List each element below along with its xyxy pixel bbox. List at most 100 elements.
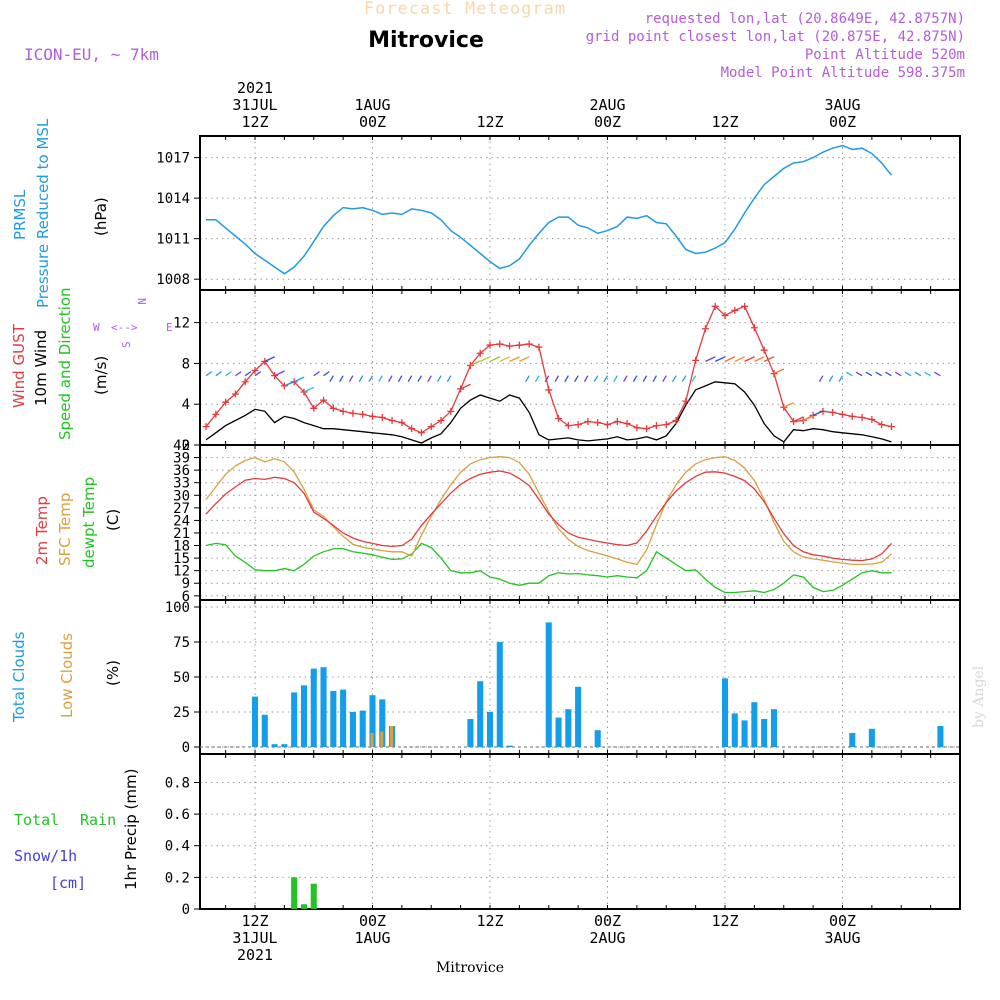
total-clouds-bar (349, 712, 356, 747)
y-tick-label: 30 (173, 488, 190, 504)
gust-point-marker (584, 418, 592, 426)
gust-point-marker (339, 407, 347, 415)
y-tick-label: 0 (182, 902, 190, 918)
top-time-label: 2AUG (589, 96, 625, 114)
gust-point-marker (829, 408, 837, 416)
wind-direction-arrow (215, 371, 222, 377)
gust-point-marker (476, 349, 484, 357)
total-clouds-bar (369, 695, 376, 747)
wind-direction-arrow (934, 371, 941, 377)
credit-watermark: by Angel (971, 665, 987, 728)
y-tick-label: 6 (182, 589, 190, 605)
y-tick-label: 25 (173, 705, 190, 721)
top-time-label: 31JUL (232, 96, 277, 114)
gust-point-marker (858, 413, 866, 421)
total-clouds-bar (281, 744, 288, 747)
wind-direction-arrow (812, 410, 824, 417)
wind-direction-arrow (274, 370, 285, 377)
low-clouds-bar (380, 731, 384, 747)
y-tick-label: 15 (173, 551, 190, 567)
total-clouds-bar (594, 730, 601, 747)
gust-point-marker (222, 398, 230, 406)
gust-point-marker (692, 356, 700, 364)
series-line-sfc-temp (205, 456, 892, 566)
gust-point-marker (594, 419, 602, 427)
gust-point-marker (868, 416, 876, 424)
gust-point-marker (535, 343, 543, 351)
rain-bar (291, 877, 298, 909)
gust-point-marker (672, 417, 680, 425)
y-tick-label: 50 (173, 670, 190, 686)
panel-4: 0 0.2 0.4 0.6 0.8 (165, 753, 961, 918)
gust-point-marker (388, 417, 396, 425)
total-clouds-bar (340, 689, 347, 747)
wind-direction-arrow (875, 371, 882, 377)
bottom-time-label: 00Z (594, 912, 621, 930)
wind-direction-arrow (254, 371, 262, 377)
y-tick-label: 24 (173, 513, 190, 529)
gust-point-marker (770, 370, 778, 378)
wind-direction-arrow (671, 375, 677, 383)
total-clouds-bar (751, 702, 758, 747)
wind-direction-arrow (744, 356, 755, 362)
wind-direction-arrow (205, 371, 213, 377)
y-tick-label: 27 (173, 501, 190, 517)
compass-w: W (93, 321, 100, 334)
bottom-time-label: 00Z (829, 912, 856, 930)
gust-point-marker (750, 324, 758, 332)
total-clouds-bar (555, 717, 562, 747)
y-tick-label: 12 (173, 316, 190, 332)
top-time-label: 3AUG (824, 96, 860, 114)
y-tick-label: 4 (182, 397, 190, 413)
gust-point-marker (613, 418, 621, 426)
model-altitude: Model Point Altitude 598.375m (721, 65, 965, 81)
top-time-label: 12Z (711, 113, 738, 131)
gust-point-marker (212, 410, 220, 418)
precip-ylabel: 1hr Precip (mm) (122, 769, 140, 890)
wind-direction-arrow (388, 375, 393, 383)
total-clouds-bar (506, 745, 513, 747)
wind-direction-arrow (339, 375, 344, 383)
compass-arrows: <--> (111, 321, 138, 334)
bottom-time-label: 12Z (476, 912, 503, 930)
gust-point-marker (839, 410, 846, 418)
total-clouds-label: Total Clouds (10, 631, 28, 723)
model-label: ICON-EU, ~ 7km (24, 45, 159, 64)
low-clouds-bar (370, 733, 374, 747)
y-tick-label: 36 (173, 463, 190, 479)
top-time-label: 12Z (476, 113, 503, 131)
total-clouds-bar (261, 714, 268, 747)
wind-direction-arrow (885, 371, 892, 377)
y-tick-label: 75 (173, 635, 190, 651)
wind-direction-arrow (470, 360, 481, 367)
total-clouds-bar (477, 681, 484, 747)
temp-unit: (C) (104, 509, 122, 531)
wind-direction-arrow (724, 356, 736, 362)
top-time-label: 2021 (237, 79, 273, 97)
gust-point-marker (231, 390, 239, 398)
wind-direction-arrow (803, 415, 814, 422)
gust-point-marker (643, 425, 651, 433)
pressure-label-1: PRMSL (11, 189, 29, 240)
y-tick-label: 0.4 (165, 839, 190, 855)
total-clouds-bar (379, 699, 386, 747)
total-clouds-bar (731, 713, 738, 747)
y-tick-label: 9 (182, 576, 190, 592)
series-line-dewpt (205, 542, 892, 594)
top-time-label: 00Z (594, 113, 621, 131)
wind-direction-arrow (446, 375, 452, 383)
precip-snow-label: Snow/1h (14, 847, 77, 865)
y-tick-label: 0.6 (165, 807, 190, 823)
total-clouds-bar (251, 696, 259, 747)
wind-direction-arrow (564, 375, 569, 383)
wind-direction-arrow (329, 375, 334, 383)
wind-direction-arrow (914, 371, 922, 377)
series-line-wind-gust (205, 305, 892, 434)
gust-point-marker (241, 378, 249, 386)
y-tick-label: 100 (165, 600, 190, 616)
total-clouds-bar (575, 686, 582, 747)
total-clouds-bar (849, 733, 856, 747)
wind-direction-arrow (460, 383, 471, 390)
total-clouds-bar (291, 692, 298, 747)
panel-1: 0 4 8 12 (173, 289, 961, 454)
